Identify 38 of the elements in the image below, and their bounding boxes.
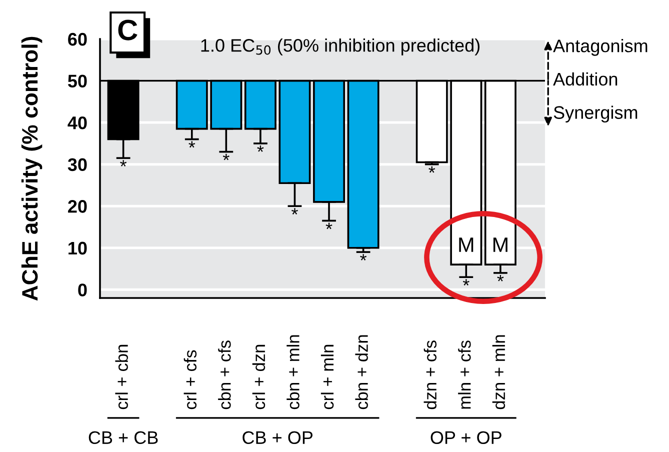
ref-line-label: Addition bbox=[553, 72, 618, 86]
x-tick-label: dzn + cfs bbox=[424, 340, 437, 410]
annotation: * bbox=[326, 222, 332, 230]
x-tick-label: cbn + dzn bbox=[355, 335, 368, 410]
x-tick-label: crl + dzn bbox=[252, 344, 266, 410]
x-tick-label: cbn + mln bbox=[286, 335, 300, 410]
x-tick-label: crl + cbn bbox=[115, 344, 128, 410]
annotation: * bbox=[257, 145, 264, 152]
y-tick-label: 10 bbox=[68, 242, 87, 255]
annotation: * bbox=[360, 254, 367, 260]
annotation: * bbox=[222, 154, 230, 160]
y-tick-label: 0 bbox=[78, 284, 87, 296]
x-tick-label: mln + cfs bbox=[458, 340, 471, 409]
annotation: * bbox=[462, 279, 470, 286]
x-tick-label: dzn + mln bbox=[492, 335, 506, 410]
text: Synergism bbox=[554, 106, 638, 123]
y-tick-label: 30 bbox=[68, 158, 87, 172]
x-tick-label: crl + mln bbox=[320, 344, 334, 410]
y-tick-label: 40 bbox=[68, 116, 87, 130]
annotation: * bbox=[188, 141, 196, 148]
x-tick-label: cbn + cfs bbox=[218, 340, 231, 410]
text: CB + CB bbox=[88, 431, 158, 444]
annotation: M bbox=[493, 238, 508, 252]
x-tick-label: crl + cfs bbox=[184, 350, 197, 410]
y-tick-label: 60 bbox=[68, 32, 87, 46]
text: OP + OP bbox=[430, 431, 502, 444]
annotation: M bbox=[459, 238, 474, 252]
annotation: * bbox=[292, 208, 298, 214]
annotation: * bbox=[428, 166, 436, 173]
annotation: 1.0 EC$_{50}$ (50% inhibition predicted) bbox=[201, 38, 480, 56]
annotation: * bbox=[497, 274, 504, 282]
y-tick-label: 50 bbox=[68, 74, 87, 88]
y-axis-title: AChE activity (% control) bbox=[21, 36, 42, 301]
text: CB + OP bbox=[242, 431, 313, 444]
annotation: * bbox=[120, 160, 127, 166]
text: Antagonism bbox=[553, 39, 648, 56]
annotation: C bbox=[118, 20, 138, 40]
y-tick-label: 20 bbox=[68, 200, 87, 213]
